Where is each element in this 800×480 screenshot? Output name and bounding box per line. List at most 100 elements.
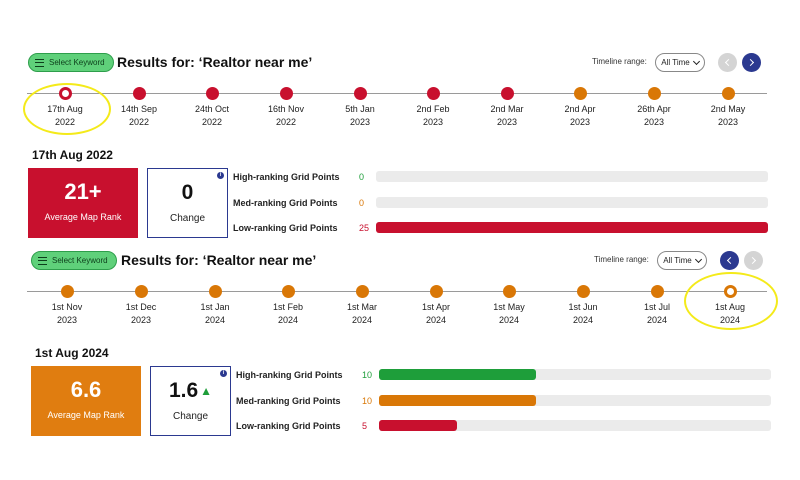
timeline-dot[interactable] <box>355 285 369 298</box>
timeline-point[interactable]: 14th Sep 2022 <box>109 87 169 129</box>
timeline-year: 2024 <box>719 315 741 325</box>
timeline-date-label: 1st Jul 2024 <box>627 301 687 327</box>
timeline-dot[interactable] <box>426 87 440 100</box>
timeline-range-select[interactable]: All Time <box>655 53 705 72</box>
timeline-year: 2022 <box>275 117 297 127</box>
timeline-date: 1st Aug <box>714 302 746 312</box>
select-keyword-button[interactable]: Select Keyword <box>31 251 117 270</box>
chevron-right-icon <box>748 256 757 265</box>
grid-row-label: High-ranking Grid Points <box>236 370 343 380</box>
timeline-dot-selected[interactable] <box>58 87 72 100</box>
timeline-point[interactable]: 2nd Apr 2023 <box>550 87 610 129</box>
timeline-point[interactable]: 17th Aug 2022 <box>35 87 95 129</box>
selected-date-heading: 1st Aug 2024 <box>35 346 109 360</box>
timeline-date-label: 14th Sep 2022 <box>109 103 169 129</box>
next-button[interactable] <box>742 53 761 72</box>
grid-row-label: Med-ranking Grid Points <box>233 197 338 208</box>
timeline-dot[interactable] <box>60 285 74 298</box>
grid-row-bar-track <box>376 222 768 233</box>
grid-row: High-ranking Grid Points 10 <box>236 368 776 382</box>
results-title: Results for: ‘Realtor near me’ <box>117 54 313 70</box>
timeline-date: 24th Oct <box>194 104 230 114</box>
prev-button[interactable] <box>718 53 737 72</box>
timeline-date: 1st Nov <box>51 302 83 312</box>
grid-row-label: Low-ranking Grid Points <box>236 421 341 431</box>
timeline-dot[interactable] <box>721 87 735 100</box>
timeline-point[interactable]: 5th Jan 2023 <box>330 87 390 129</box>
timeline-dot[interactable] <box>279 87 293 100</box>
timeline-date: 16th Nov <box>267 104 305 114</box>
timeline-point[interactable]: 2nd Mar 2023 <box>477 87 537 129</box>
timeline-point[interactable]: 1st Jun 2024 <box>553 285 613 327</box>
timeline-point[interactable]: 1st Mar 2024 <box>332 285 392 327</box>
timeline-date: 26th Apr <box>637 104 671 114</box>
grid-row-count: 0 <box>359 172 365 182</box>
change-value: 0 <box>181 181 194 204</box>
average-map-rank-card: 6.6 Average Map Rank <box>31 366 141 436</box>
grid-row-bar-track <box>379 394 771 406</box>
timeline-dot[interactable] <box>205 87 219 100</box>
timeline-year: 2023 <box>56 315 78 325</box>
timeline-year: 2023 <box>130 315 152 325</box>
grid-row-count: 10 <box>362 395 373 406</box>
select-keyword-button[interactable]: Select Keyword <box>28 53 114 72</box>
timeline-point[interactable]: 1st Dec 2023 <box>111 285 171 327</box>
timeline-date: 5th Jan <box>345 104 375 114</box>
timeline-dot[interactable] <box>208 285 222 298</box>
timeline-year: 2024 <box>277 315 299 325</box>
timeline-point[interactable]: 1st May 2024 <box>479 285 539 327</box>
timeline-date-label: 2nd Mar 2023 <box>477 103 537 129</box>
grid-row-bar-track <box>376 196 768 208</box>
timeline-point[interactable]: 1st Nov 2023 <box>37 285 97 327</box>
timeline-point[interactable]: 1st Jan 2024 <box>185 285 245 327</box>
timeline-date: 2nd Mar <box>490 104 524 114</box>
timeline-date-label: 1st Nov 2023 <box>37 301 97 327</box>
info-icon[interactable]: i <box>217 172 224 179</box>
timeline-range-value: All Time <box>663 256 692 265</box>
change-card: i 0 Change <box>147 168 228 238</box>
grid-row-bar-fill <box>376 222 768 233</box>
timeline-dot[interactable] <box>429 285 443 298</box>
timeline-point[interactable]: 2nd May 2023 <box>698 87 758 129</box>
timeline-dot[interactable] <box>650 285 664 298</box>
grid-row-label: High-ranking Grid Points <box>233 172 340 182</box>
timeline-date-label: 24th Oct 2022 <box>182 103 242 129</box>
timeline-date-label: 2nd Apr 2023 <box>550 103 610 129</box>
timeline-dot[interactable] <box>134 285 148 298</box>
timeline-point[interactable]: 24th Oct 2022 <box>182 87 242 129</box>
prev-button[interactable] <box>720 251 739 270</box>
average-map-rank-value: 21+ <box>64 179 102 204</box>
timeline-range-select[interactable]: All Time <box>657 251 707 270</box>
timeline-dot-selected[interactable] <box>723 285 737 298</box>
timeline-point[interactable]: 1st Aug 2024 <box>700 285 760 327</box>
timeline-point[interactable]: 26th Apr 2023 <box>624 87 684 129</box>
change-label: Change <box>172 411 209 422</box>
timeline-dot[interactable] <box>132 87 146 100</box>
timeline-point[interactable]: 1st Apr 2024 <box>406 285 466 327</box>
timeline-point[interactable]: 16th Nov 2022 <box>256 87 316 129</box>
grid-row-bar-track <box>376 171 768 182</box>
timeline-dot[interactable] <box>502 285 516 298</box>
timeline-date: 2nd Feb <box>416 104 450 114</box>
timeline-point[interactable]: 1st Jul 2024 <box>627 285 687 327</box>
timeline-date-label: 2nd May 2023 <box>698 103 758 129</box>
timeline-date-label: 1st Mar 2024 <box>332 301 392 327</box>
timeline-dot[interactable] <box>573 87 587 100</box>
timeline-date: 1st Feb <box>272 302 303 312</box>
timeline-point[interactable]: 2nd Feb 2023 <box>403 87 463 129</box>
timeline-year: 2024 <box>351 315 373 325</box>
timeline-date-label: 1st Apr 2024 <box>406 301 466 327</box>
chevron-left-icon <box>726 256 735 265</box>
timeline-date: 1st Jan <box>200 302 230 312</box>
info-icon[interactable]: i <box>220 370 227 377</box>
timeline-dot[interactable] <box>576 285 590 298</box>
next-button[interactable] <box>744 251 763 270</box>
timeline-dot[interactable] <box>281 285 295 298</box>
timeline-point[interactable]: 1st Feb 2024 <box>258 285 318 327</box>
timeline-year: 2023 <box>569 117 591 127</box>
timeline-dot[interactable] <box>500 87 514 100</box>
timeline-dot[interactable] <box>353 87 367 100</box>
grid-row-bar-track <box>379 420 771 431</box>
timeline-year: 2023 <box>422 117 444 127</box>
timeline-dot[interactable] <box>647 87 661 100</box>
